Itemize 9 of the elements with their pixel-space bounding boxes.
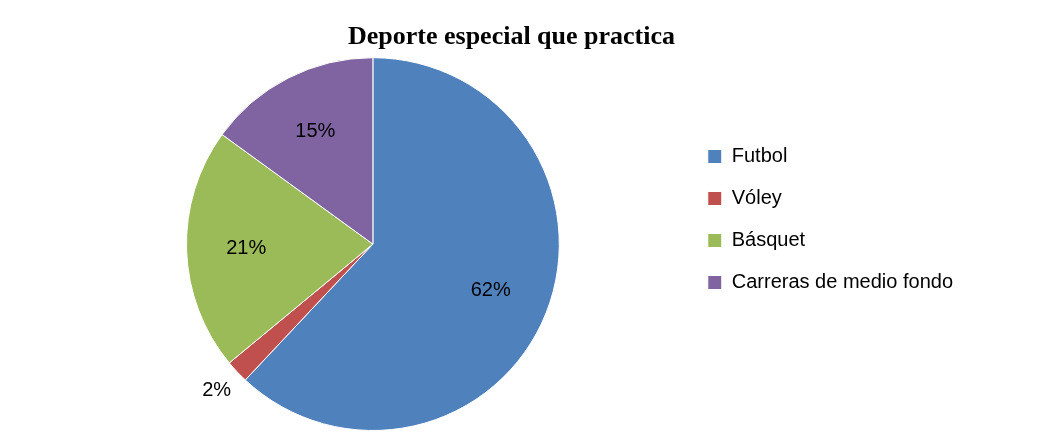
legend-label: Vóley (731, 186, 782, 209)
data-label: 62% (470, 278, 511, 301)
legend-label: Futbol (731, 144, 788, 167)
legend-label: Básquet (731, 228, 806, 251)
data-label: 21% (226, 235, 267, 258)
data-label: 15% (295, 118, 336, 141)
data-label: 2% (202, 378, 232, 401)
chart-title: Deporte especial que practica (347, 21, 676, 51)
legend-label: Carreras de medio fondo (731, 270, 953, 293)
